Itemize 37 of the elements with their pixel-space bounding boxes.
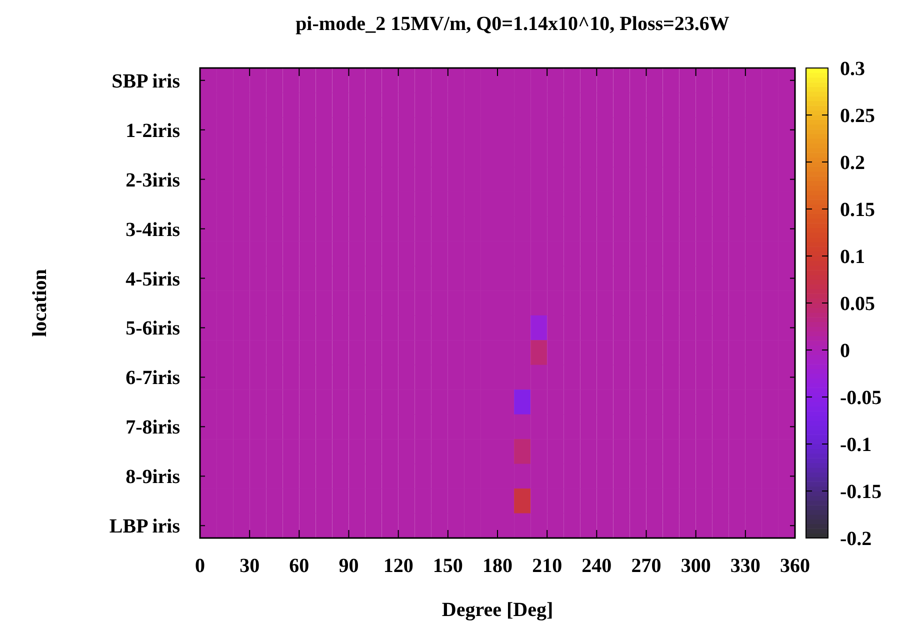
x-tick-label: 30	[240, 555, 260, 577]
x-tick-label: 300	[680, 555, 711, 577]
y-tick-label: 7-8iris	[126, 416, 180, 439]
chart-title: pi-mode_2 15MV/m, Q0=1.14x10^10, Ploss=23.6W	[296, 13, 730, 35]
x-tick-label: 90	[338, 555, 359, 577]
y-tick-label: 6-7iris	[126, 367, 180, 390]
y-tick-label: 3-4iris	[126, 218, 180, 241]
color-bar-label: 0.1	[840, 246, 865, 268]
color-bar-label: 0	[840, 340, 850, 362]
color-bar-label: 0.2	[840, 152, 865, 174]
y-tick-label: 2-3iris	[126, 169, 180, 192]
x-tick-label: 270	[631, 555, 662, 577]
color-bar-label: -0.05	[840, 387, 882, 409]
y-tick-label: SBP iris	[112, 70, 180, 92]
color-bar-label: 0.05	[840, 293, 875, 315]
color-bar-label: -0.15	[840, 481, 882, 503]
x-tick-label: 210	[532, 555, 562, 577]
y-tick-label: LBP iris	[109, 516, 180, 538]
color-bar-label: 0.3	[840, 58, 865, 80]
x-axis-title: Degree [Deg]	[442, 599, 554, 621]
y-tick-label: 1-2iris	[126, 120, 180, 142]
color-bar-label: 0.25	[840, 105, 875, 127]
x-tick-label: 240	[582, 555, 612, 577]
x-tick-label: 180	[482, 555, 512, 577]
color-bar-label: 0.15	[840, 199, 875, 221]
color-bar-label: -0.1	[840, 434, 872, 456]
x-tick-label: 60	[289, 555, 310, 577]
y-tick-label: 8-9iris	[126, 466, 180, 488]
x-tick-label: 360	[780, 555, 810, 577]
color-bar-label: -0.2	[840, 528, 872, 550]
y-tick-label: 4-5iris	[126, 268, 180, 290]
y-axis-title: location	[29, 269, 51, 337]
x-tick-label: 120	[383, 555, 414, 577]
x-tick-label: 330	[730, 555, 760, 577]
y-tick-label: 5-6iris	[126, 318, 180, 340]
x-tick-label: 0	[195, 555, 205, 577]
x-tick-label: 150	[432, 555, 463, 577]
